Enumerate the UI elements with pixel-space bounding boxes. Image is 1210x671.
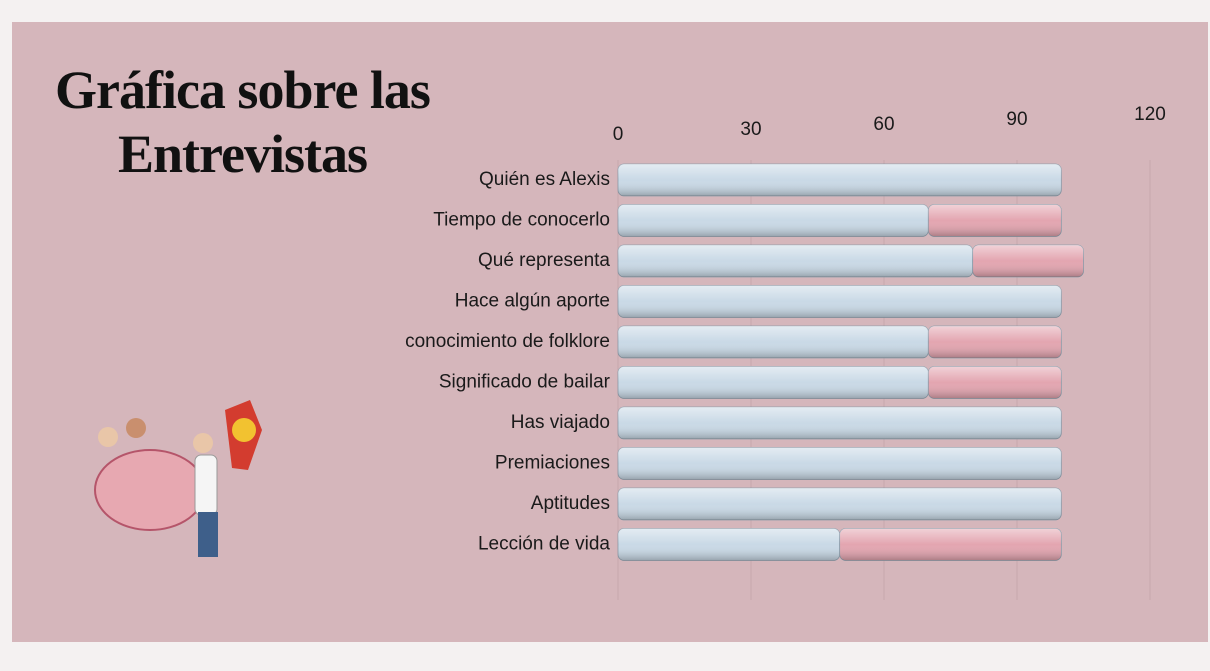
bar-shade <box>618 407 1061 439</box>
bar-shade <box>928 205 1061 237</box>
x-tick-label: 0 <box>613 124 624 145</box>
chart-title: Gráfica sobre las <box>55 60 430 120</box>
x-tick-label: 30 <box>740 119 761 140</box>
bar-shade <box>618 529 840 561</box>
bar-shade <box>618 326 928 358</box>
bar-shade <box>618 164 1061 196</box>
x-tick-label: 120 <box>1134 104 1166 125</box>
y-tick-label: Premiaciones <box>495 453 610 474</box>
bar-shade <box>618 286 1061 318</box>
page: {"chart_data": {"type": "bar", "title_li… <box>0 0 1210 671</box>
bar-shade <box>618 245 973 277</box>
y-tick-label: Aptitudes <box>531 493 610 514</box>
y-tick-label: Hace algún aporte <box>455 291 610 312</box>
x-tick-label: 90 <box>1006 109 1027 130</box>
y-tick-label: Quién es Alexis <box>479 169 610 190</box>
bar-shade <box>973 245 1084 277</box>
y-tick-label: Tiempo de conocerlo <box>433 210 610 231</box>
bar-shade <box>928 326 1061 358</box>
bar-shade <box>840 529 1062 561</box>
bar-shade <box>928 367 1061 399</box>
bar-shade <box>618 448 1061 480</box>
bar-shade <box>618 205 928 237</box>
chart-title: Entrevistas <box>118 124 367 184</box>
y-tick-label: Qué representa <box>478 250 610 271</box>
bar-shade <box>618 488 1061 520</box>
bar-shade <box>618 367 928 399</box>
chart: Gráfica sobre las Entrevistas 0 30 60 90 120… <box>0 0 1210 671</box>
y-tick-label: Significado de bailar <box>439 372 611 393</box>
y-tick-label: conocimiento de folklore <box>405 331 610 352</box>
x-tick-label: 60 <box>873 114 894 135</box>
y-tick-label: Has viajado <box>511 412 610 433</box>
y-tick-label: Lección de vida <box>478 534 610 555</box>
